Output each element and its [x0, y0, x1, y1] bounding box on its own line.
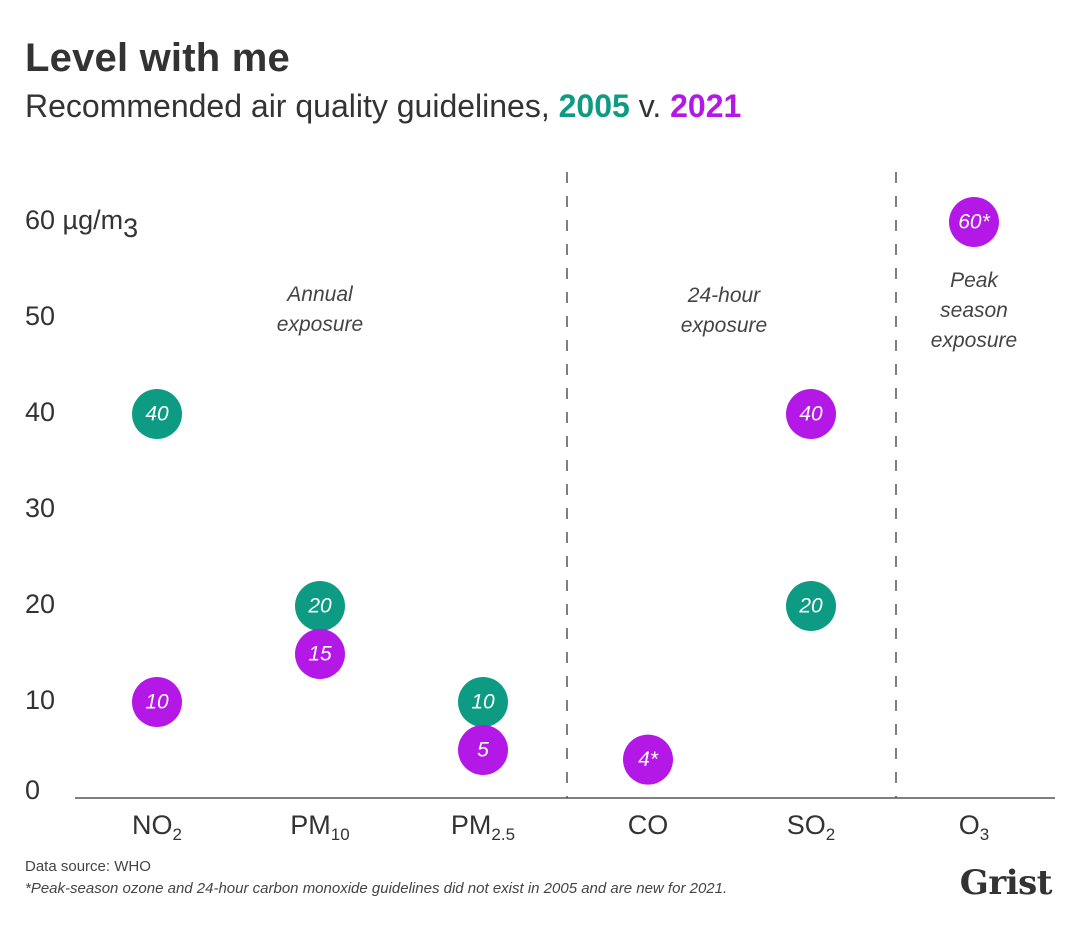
point-2005-cat1: [132, 389, 182, 439]
chart-subtitle: Recommended air quality guidelines, 2005…: [25, 88, 741, 125]
point-2021-cat1: [132, 677, 182, 727]
x-category-label-2: PM10: [290, 810, 349, 844]
y-tick-text: 50: [25, 301, 55, 331]
category-subscript: 2.5: [491, 825, 515, 844]
point-2021-cat3: [458, 725, 508, 775]
y-tick-subscript: 3: [123, 213, 138, 243]
y-tick-label-50: 50: [25, 301, 55, 331]
point-label-2021-cat2: 15: [308, 643, 332, 666]
x-category-label-4: CO: [628, 810, 669, 840]
group-label-1: Annual exposure: [277, 283, 363, 336]
point-2005-cat3: [458, 677, 508, 727]
y-tick-label-40: 40: [25, 397, 55, 427]
group-label-3: Peak season exposure: [931, 269, 1017, 352]
group-label-line: Peak: [950, 269, 999, 292]
group-label-line: Annual: [285, 283, 354, 306]
point-label-2005-cat1: 40: [145, 403, 169, 426]
category-text: PM: [451, 810, 492, 840]
x-category-label-5: SO2: [787, 810, 835, 844]
point-label-2021-cat3: 5: [477, 739, 489, 762]
category-text: CO: [628, 810, 669, 840]
y-tick-text: 40: [25, 397, 55, 427]
category-subscript: 3: [980, 825, 989, 844]
group-label-line: 24-hour: [687, 284, 761, 307]
point-2021-cat2: [295, 629, 345, 679]
point-2005-cat5: [786, 581, 836, 631]
y-tick-text: 20: [25, 589, 55, 619]
y-tick-text: 10: [25, 685, 55, 715]
group-label-2: 24-hour exposure: [681, 284, 767, 337]
subtitle-year-2021: 2021: [670, 88, 742, 124]
group-label-line: season: [940, 299, 1008, 322]
x-category-label-1: NO2: [132, 810, 182, 844]
point-label-2005-cat3: 10: [471, 691, 495, 714]
category-text: SO: [787, 810, 826, 840]
y-tick-label-60: 60 µg/m3: [25, 205, 138, 243]
point-2021-cat4: [623, 734, 673, 785]
category-text: NO: [132, 810, 173, 840]
y-tick-label-20: 20: [25, 589, 55, 619]
category-subscript: 2: [826, 825, 835, 844]
category-subscript: 10: [331, 825, 350, 844]
point-label-2005-cat5: 20: [798, 595, 823, 618]
point-2021-cat5: [786, 389, 836, 439]
x-category-label-3: PM2.5: [451, 810, 515, 844]
subtitle-year-2005: 2005: [558, 88, 630, 124]
data-source: Data source: WHO: [25, 858, 151, 875]
point-label-2021-cat1: 10: [145, 691, 169, 714]
chart-title: Level with me: [25, 36, 290, 80]
group-label-line: exposure: [681, 314, 767, 337]
point-label-2021-cat5: 40: [799, 403, 823, 426]
group-label-line: exposure: [931, 329, 1017, 352]
point-label-2021-cat4: 4*: [638, 748, 659, 771]
point-2005-cat2: [295, 581, 345, 631]
point-label-2005-cat2: 20: [307, 595, 332, 618]
y-tick-text: 0: [25, 775, 40, 805]
category-subscript: 2: [173, 825, 182, 844]
group-label-line: exposure: [277, 313, 363, 336]
y-tick-label-0: 0: [25, 775, 40, 805]
y-tick-label-10: 10: [25, 685, 55, 715]
grist-logo: Grist: [959, 863, 1053, 903]
category-text: PM: [290, 810, 331, 840]
y-tick-label-30: 30: [25, 493, 55, 523]
footnote: *Peak-season ozone and 24-hour carbon mo…: [25, 880, 728, 897]
x-category-label-6: O3: [959, 810, 989, 844]
point-label-2021-cat6: 60*: [958, 211, 990, 234]
y-tick-text: 30: [25, 493, 55, 523]
subtitle-prefix: Recommended air quality guidelines,: [25, 88, 559, 124]
point-2021-cat6: [949, 197, 999, 247]
subtitle-mid: v.: [629, 88, 671, 124]
category-text: O: [959, 810, 980, 840]
y-tick-text: 60 µg/m: [25, 205, 123, 235]
